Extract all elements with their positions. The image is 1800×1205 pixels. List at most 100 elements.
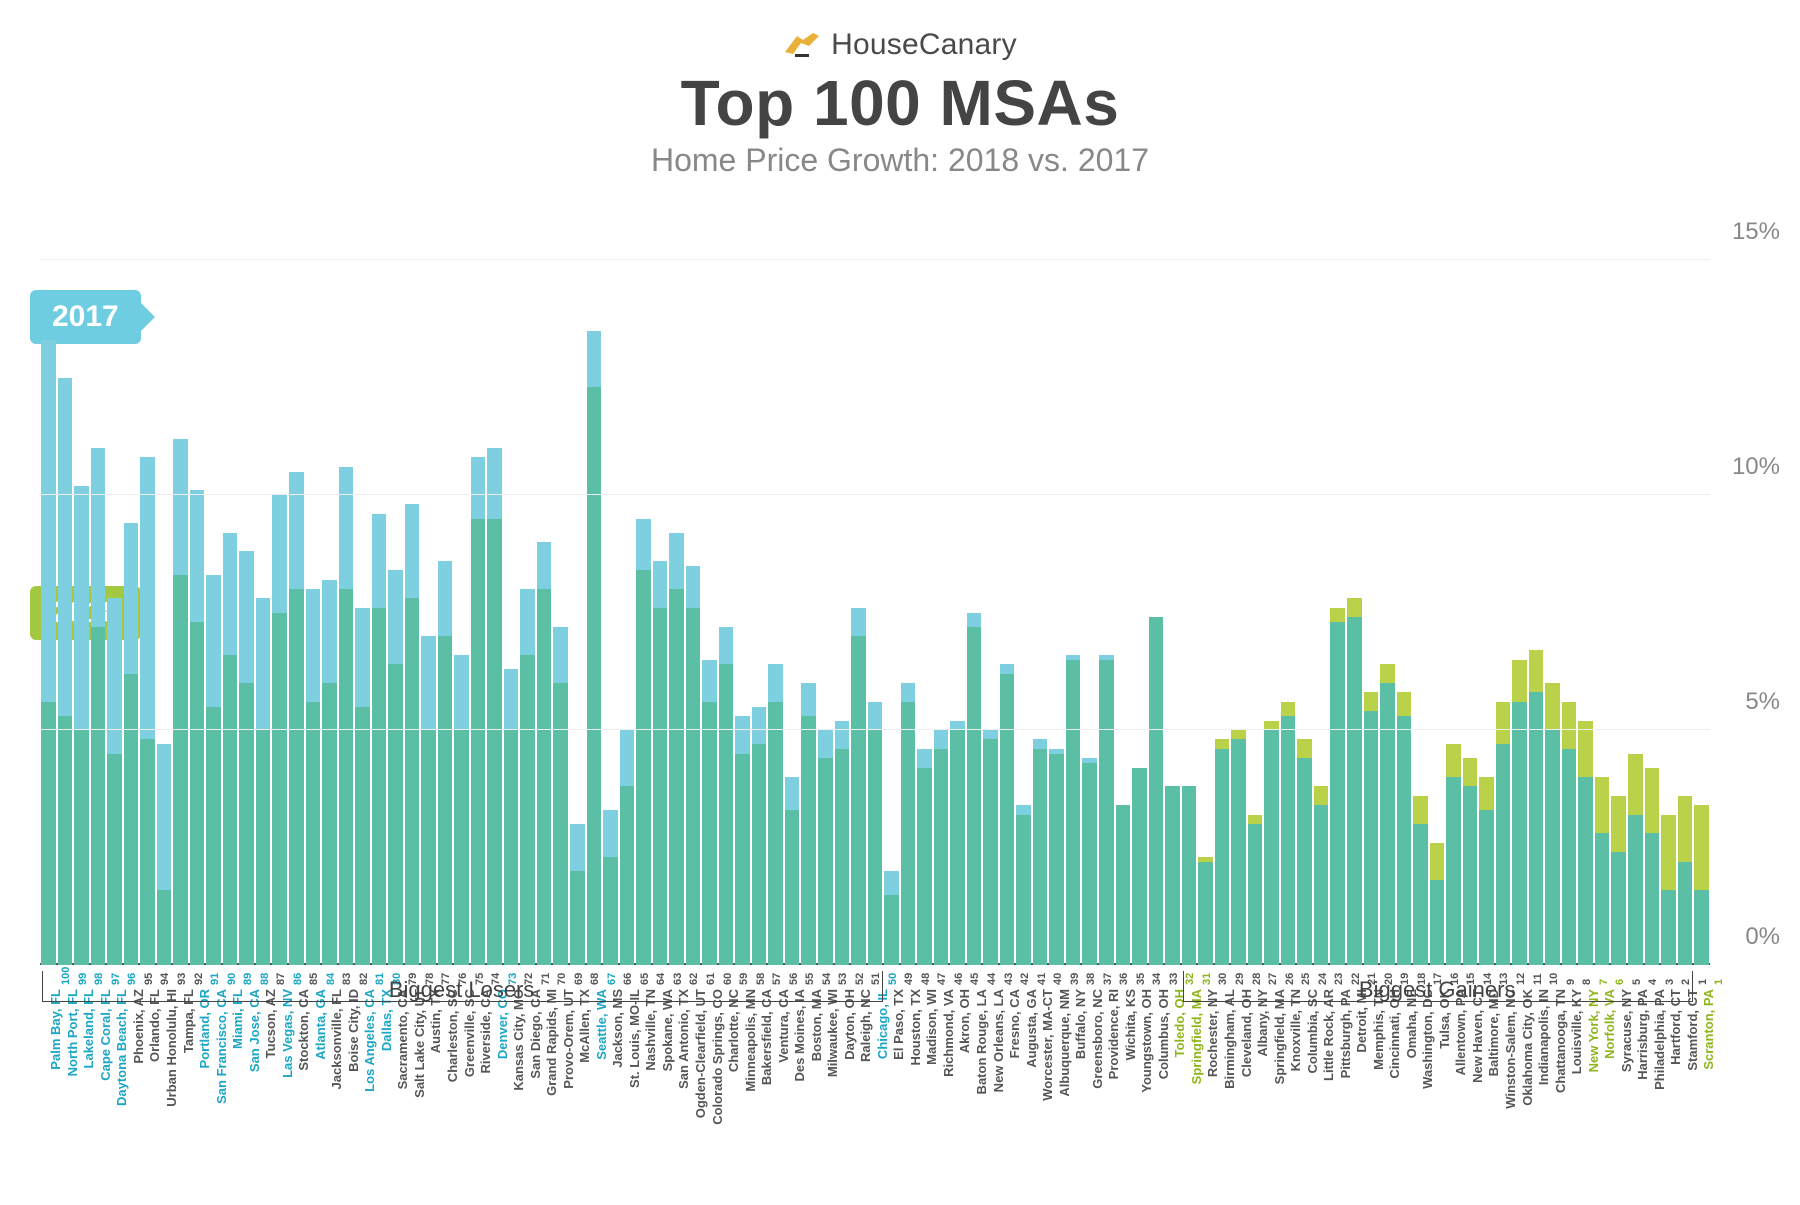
label-slot: Jackson, MS66: [602, 989, 619, 1187]
label-slot: Boston, MA54: [800, 989, 817, 1187]
label-slot: McAllen, TX68: [569, 989, 586, 1187]
label-slot: Cape Coral, FL97: [90, 989, 107, 1187]
bar-slot: [1015, 260, 1032, 965]
label-slot: Augusta, GA41: [1015, 989, 1032, 1187]
bar-slot: [106, 260, 123, 965]
bar-2018: [934, 749, 949, 965]
bar-slot: [1280, 260, 1297, 965]
bar-slot: [635, 260, 652, 965]
label-slot: Riverside, CA74: [470, 989, 487, 1187]
label-slot: Stamford, CT1: [1677, 989, 1694, 1187]
label-slot: Allentown, PA15: [1445, 989, 1462, 1187]
bar-slot: [784, 260, 801, 965]
bar-2018: [1645, 833, 1660, 965]
label-slot: Orlando, FL94: [139, 989, 156, 1187]
bar-slot: [569, 260, 586, 965]
bar-slot: [156, 260, 173, 965]
x-axis-rank: 49: [903, 973, 915, 985]
label-slot: Albany, NY27: [1247, 989, 1264, 1187]
bar-2018: [1248, 824, 1263, 965]
bar-slot: [1412, 260, 1429, 965]
bar-slot: [238, 260, 255, 965]
bar-2018-excess: [1330, 608, 1345, 622]
bar-2018: [1545, 730, 1560, 965]
bar-2018-excess: [1645, 768, 1660, 834]
label-slot: Tampa, FL92: [172, 989, 189, 1187]
x-axis-rank: 46: [953, 973, 965, 985]
bar-slot: [1379, 260, 1396, 965]
gridline: [40, 729, 1710, 730]
bar-2018: [421, 730, 436, 965]
bar-2018: [520, 655, 535, 965]
bar-slot: [1131, 260, 1148, 965]
x-axis-rank: 33: [1168, 973, 1180, 985]
label-slot: Bakersfield, CA57: [751, 989, 768, 1187]
bar-slot: [354, 260, 371, 965]
bar-2018-excess: [1678, 796, 1693, 862]
label-slot: Spokane, WA63: [652, 989, 669, 1187]
bar-slot: [817, 260, 834, 965]
x-labels-row: Palm Bay, FL100North Port, FL99Lakeland,…: [40, 989, 1710, 1187]
bar-2018: [355, 707, 370, 966]
label-slot: Palm Bay, FL100: [40, 989, 57, 1187]
bar-slot: [222, 260, 239, 965]
bar-2018: [74, 730, 89, 965]
label-slot: Providence, RI36: [1098, 989, 1115, 1187]
bar-slot: [1594, 260, 1611, 965]
bar-2018: [322, 683, 337, 965]
bar-slot: [172, 260, 189, 965]
bar-slot: [586, 260, 603, 965]
x-axis-rank: 43: [1003, 973, 1015, 985]
bar-slot: [1445, 260, 1462, 965]
bar-slot: [916, 260, 933, 965]
bar-2018-excess: [1198, 857, 1213, 862]
bar-2018: [1611, 852, 1626, 965]
bar-2018: [801, 716, 816, 965]
bar-2018: [1198, 862, 1213, 965]
x-axis-rank: 50: [887, 973, 899, 985]
label-slot: Miami, FL89: [222, 989, 239, 1187]
bar-slot: [1363, 260, 1380, 965]
chart-area: 0%5%10%15%: [40, 260, 1710, 965]
label-slot: Worcester, MA-CT40: [1032, 989, 1049, 1187]
label-slot: Scranton, PA1: [1693, 989, 1710, 1187]
gridline: [40, 259, 1710, 260]
x-labels-container: Palm Bay, FL100North Port, FL99Lakeland,…: [40, 989, 1710, 1187]
label-slot: San Diego, CA71: [519, 989, 536, 1187]
label-slot: Sacramento, CA79: [387, 989, 404, 1187]
bar-slot: [1610, 260, 1627, 965]
bar-2018: [1297, 758, 1312, 965]
bar-slot: [966, 260, 983, 965]
bar-slot: [255, 260, 272, 965]
bar-2018: [1463, 786, 1478, 965]
label-slot: Memphis, TN20: [1363, 989, 1380, 1187]
bar-2018: [1397, 716, 1412, 965]
bar-2018-excess: [1694, 805, 1709, 890]
label-slot: Omaha, NE18: [1396, 989, 1413, 1187]
bar-slot: [1644, 260, 1661, 965]
label-slot: North Port, FL99: [57, 989, 74, 1187]
bar-slot: [1164, 260, 1181, 965]
bar-2018: [967, 627, 982, 965]
label-slot: Columbia, SC24: [1296, 989, 1313, 1187]
bar-2018-excess: [1611, 796, 1626, 852]
bar-2018: [91, 627, 106, 965]
bar-2018: [1165, 786, 1180, 965]
label-slot: Harrisburg, PA4: [1627, 989, 1644, 1187]
label-slot: Nashville, TN64: [635, 989, 652, 1187]
bar-2018: [653, 608, 668, 965]
bar-2018: [173, 575, 188, 965]
bar-slot: [40, 260, 57, 965]
label-slot: Lakeland, FL98: [73, 989, 90, 1187]
x-axis-rank: 37: [1102, 973, 1114, 985]
label-slot: Minneapolis, MN58: [734, 989, 751, 1187]
gridline: [40, 494, 1710, 495]
bar-slot: [123, 260, 140, 965]
label-slot: New Haven, CT14: [1462, 989, 1479, 1187]
bar-2018: [735, 754, 750, 966]
bar-slot: [949, 260, 966, 965]
bar-slot: [1115, 260, 1132, 965]
bar-2018: [140, 739, 155, 965]
bar-2018: [702, 702, 717, 965]
label-slot: Washington, DC17: [1412, 989, 1429, 1187]
